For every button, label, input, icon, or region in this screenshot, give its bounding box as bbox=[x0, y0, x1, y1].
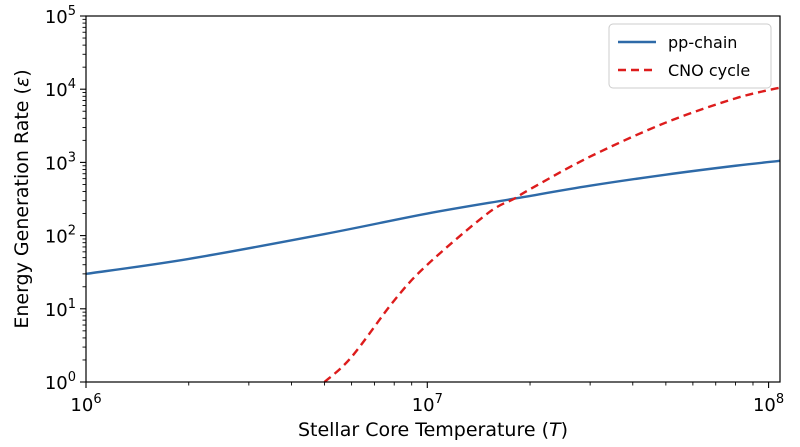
x-tick-label: 106 bbox=[70, 392, 101, 416]
x-tick-label: 108 bbox=[753, 392, 784, 416]
legend-label-cno-cycle: CNO cycle bbox=[668, 61, 750, 80]
series-line-cno-cycle bbox=[323, 86, 781, 383]
legend-label-pp-chain: pp-chain bbox=[668, 33, 737, 52]
plot-frame bbox=[85, 15, 781, 383]
series-layer bbox=[85, 86, 781, 383]
x-tick-label: 107 bbox=[412, 392, 443, 416]
x-axis-label: Stellar Core Temperature (T) bbox=[298, 419, 568, 441]
legend: pp-chain CNO cycle bbox=[608, 23, 772, 89]
y-tick-label: 103 bbox=[45, 150, 76, 174]
series-line-pp-chain bbox=[85, 159, 781, 276]
y-ticks: 100 101 102 103 104 105 bbox=[45, 4, 86, 394]
legend-box bbox=[608, 23, 772, 89]
y-tick-label: 105 bbox=[45, 4, 76, 28]
x-ticks: 106 107 108 bbox=[70, 382, 784, 416]
y-tick-label: 104 bbox=[45, 77, 76, 101]
y-tick-label: 102 bbox=[45, 224, 76, 248]
y-tick-label: 100 bbox=[45, 370, 76, 394]
y-axis-label: Energy Generation Rate (ε) bbox=[11, 69, 33, 328]
y-tick-label: 101 bbox=[45, 297, 76, 321]
